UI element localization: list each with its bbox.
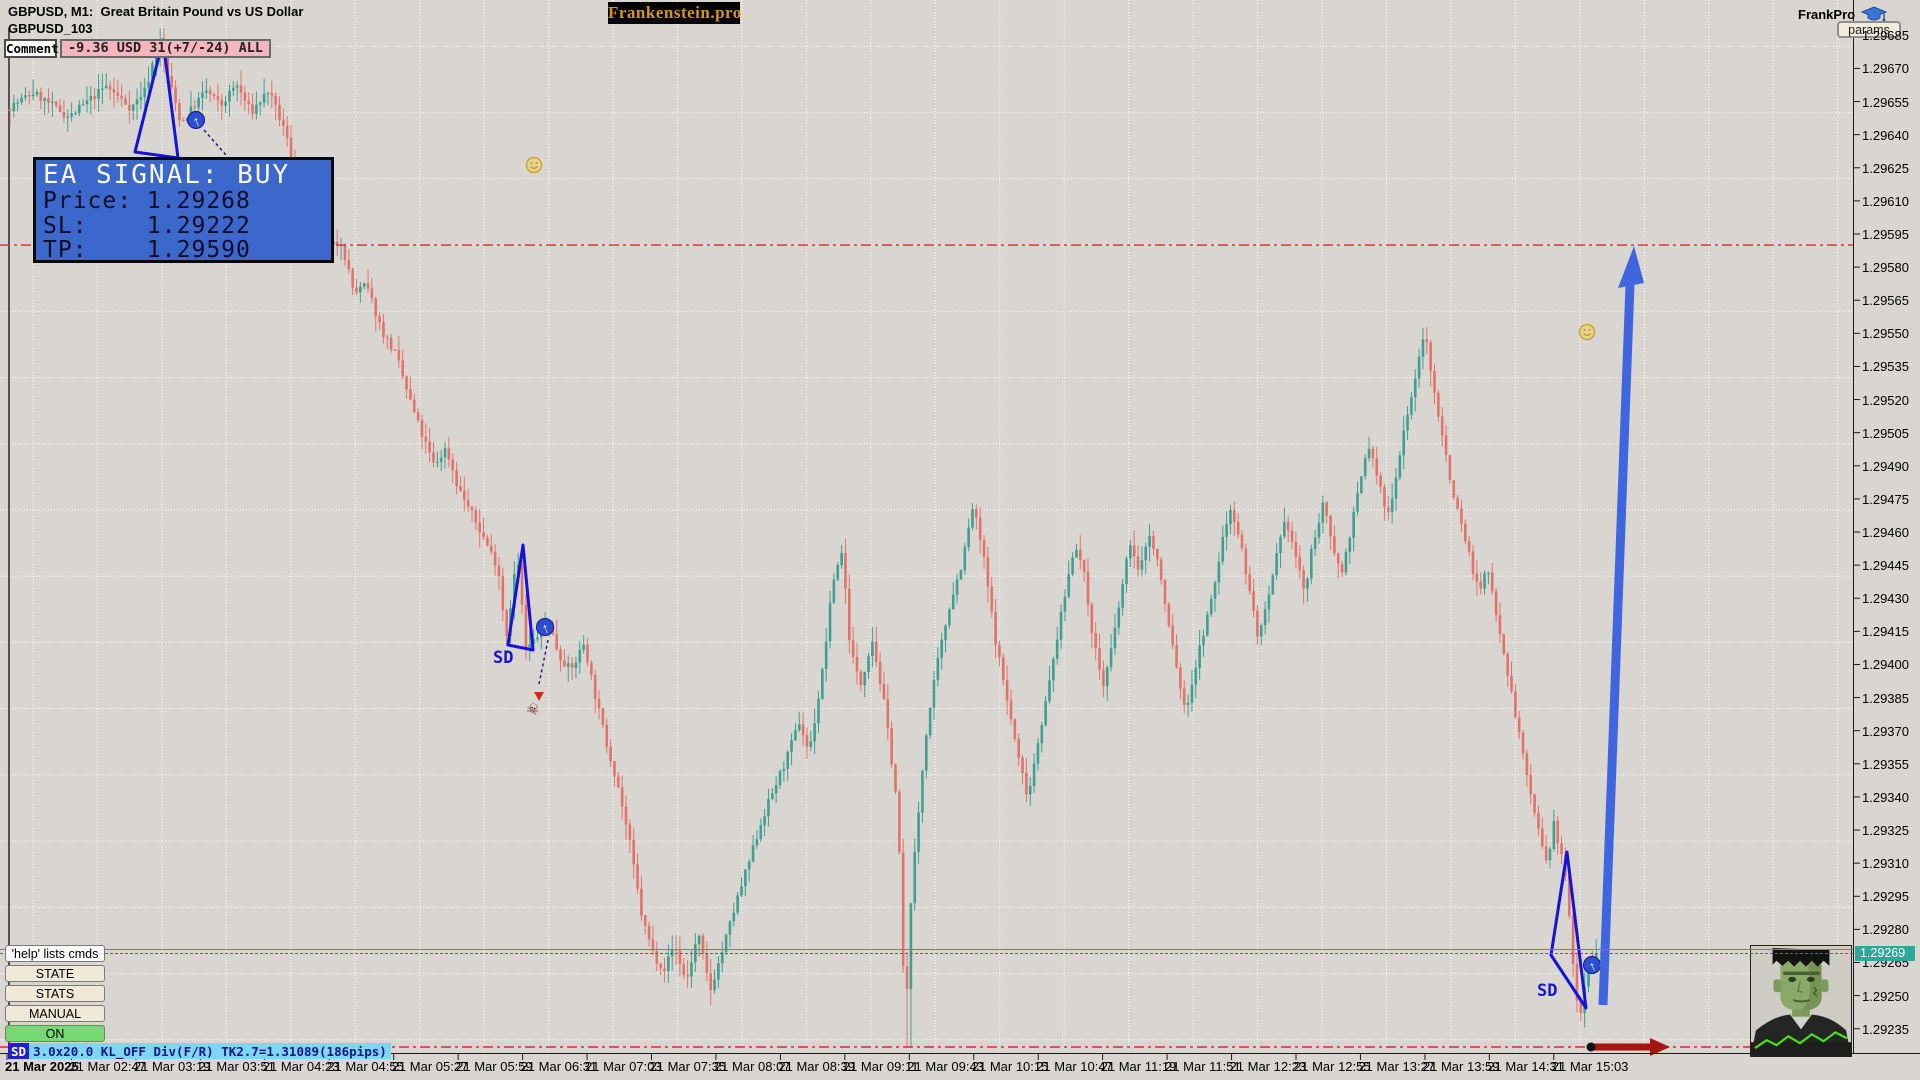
price-axis-label: 1.29415 [1862,624,1909,640]
time-axis-label: 21 Mar 03:19 [133,1059,211,1074]
price-axis-label: 1.29385 [1862,690,1909,706]
time-axis-label: 21 Mar 02:47 [69,1059,147,1074]
time-axis-label: 21 Mar 10:15 [971,1059,1049,1074]
ea-signal-sl: SL: 1.29222 [43,212,251,239]
manual-button[interactable]: MANUAL [5,1005,105,1022]
time-axis-label: 21 Mar 13:27 [1358,1059,1436,1074]
svg-text:SD: SD [1537,981,1557,1001]
status-bar: SD 3.0x20.0 KL_OFF Div(F/R) TK2.7=1.3108… [8,1043,391,1059]
price-axis-label: 1.29460 [1862,525,1909,541]
svg-text:SD: SD [493,648,513,668]
time-axis-label: 21 Mar 03:51 [198,1059,275,1074]
time-axis-label: 21 Mar 08:39 [778,1059,855,1074]
ea-signal-tp: TP: 1.29590 [43,237,251,263]
price-axis-label: 1.29310 [1862,856,1909,872]
svg-text:☠: ☠ [524,699,541,718]
price-axis-label: 1.29280 [1862,922,1909,938]
smiley-marker-layer [525,156,1596,341]
price-axis-label: 1.29340 [1862,789,1909,805]
time-axis-label: 21 Mar 04:55 [327,1059,404,1074]
price-axis-label: 1.29655 [1862,94,1909,110]
state-button[interactable]: STATE [5,965,105,982]
time-axis-label: 21 Mar 09:43 [907,1059,984,1074]
time-axis-label: 21 Mar 11:19 [1100,1059,1177,1074]
price-axis-label: 1.29355 [1862,756,1909,772]
brand-label: FrankPro [1798,7,1856,22]
time-axis-label: 21 Mar 05:27 [391,1059,469,1074]
time-axis-label: 21 Mar 14:31 [1487,1059,1564,1074]
price-axis-label: 1.29445 [1862,558,1909,574]
help-button[interactable]: 'help' lists cmds [5,945,105,962]
price-axis-label: 1.29565 [1862,293,1909,309]
ea-signal-title: EA SIGNAL: BUY [43,160,291,190]
time-axis-label: 21 Mar 08:07 [713,1059,791,1074]
price-axis-label: 1.29295 [1862,889,1909,905]
time-axis-label: 21 Mar 11:51 [1165,1059,1241,1074]
frankenstein-portrait-image [1750,945,1852,1057]
price-axis-label: 1.29640 [1862,127,1909,143]
time-axis-label: 21 Mar 07:03 [585,1059,662,1074]
price-axis-label: 1.29325 [1862,823,1909,839]
status-text: 3.0x20.0 KL_OFF Div(F/R) TK2.7=1.31089(1… [29,1043,391,1059]
time-axis-label: 21 Mar 10:47 [1036,1059,1113,1074]
time-axis-label: 21 Mar 05:59 [456,1059,533,1074]
price-axis-label: 1.29670 [1862,61,1909,77]
time-axis-label: 21 Mar 2025 [5,1059,79,1074]
pnl-comment-value: -9.36 USD 31(+7/-24) ALL [60,39,272,58]
time-axis-label: 21 Mar 09:11 [842,1059,919,1074]
bid-price-line [0,953,1853,954]
time-axis-label: 21 Mar 06:31 [520,1059,598,1074]
time-axis-label: 21 Mar 13:59 [1422,1059,1500,1074]
buy-marker-layer: ↑↑↑ [187,111,1601,975]
price-axis-label: 1.29400 [1862,657,1909,673]
price-axis-label: 1.29250 [1862,988,1909,1004]
time-axis-label: 21 Mar 15:03 [1551,1059,1629,1074]
price-axis-label: 1.29370 [1862,723,1909,739]
ea-signal-box: EA SIGNAL: BUY Price: 1.29268 SL: 1.2922… [33,157,334,263]
ea-subtitle: GBPUSD_103 [8,21,93,36]
params-button[interactable]: params [1837,21,1901,38]
price-axis-label: 1.29610 [1862,193,1909,209]
price-axis-label: 1.29520 [1862,392,1909,408]
arrow-layer [1586,246,1670,1056]
price-axis-label: 1.29580 [1862,260,1909,276]
entry-price-line [0,949,1853,950]
time-axis-label: 21 Mar 07:35 [649,1059,727,1074]
graduation-cap-icon [1860,6,1888,22]
price-axis-label: 1.29505 [1862,425,1909,441]
price-axis-label: 1.29475 [1862,491,1909,507]
comment-button[interactable]: Comment [4,39,59,58]
price-axis-label: 1.29430 [1862,591,1909,607]
price-axis-label: 1.29685 [1862,28,1909,44]
status-badge: SD [8,1043,30,1059]
time-axis-label: 21 Mar 04:23 [262,1059,340,1074]
time-axis-label: 21 Mar 12:23 [1229,1059,1307,1074]
time-axis-label: 21 Mar 12:55 [1294,1059,1371,1074]
price-axis-label: 1.29490 [1862,458,1909,474]
death-marker-layer: ☠ [203,129,549,718]
price-axis-label: 1.29625 [1862,160,1909,176]
chart-title: GBPUSD, M1: Great Britain Pound vs US Do… [8,4,304,19]
ea-signal-price: Price: 1.29268 [43,188,251,214]
price-axis-label: 1.29550 [1862,326,1909,342]
on-toggle-button[interactable]: ON [5,1025,105,1042]
price-axis-label: 1.29595 [1862,227,1909,242]
price-axis-label: 1.29235 [1862,1021,1909,1037]
frankenstein-banner: Frankenstein.pro [608,2,742,24]
price-axis-label: 1.29535 [1862,359,1909,375]
current-price-badge: 1.29269 [1855,946,1915,961]
sd-pattern-layer: SD SD [133,38,1588,1010]
stats-button[interactable]: STATS [5,985,105,1002]
